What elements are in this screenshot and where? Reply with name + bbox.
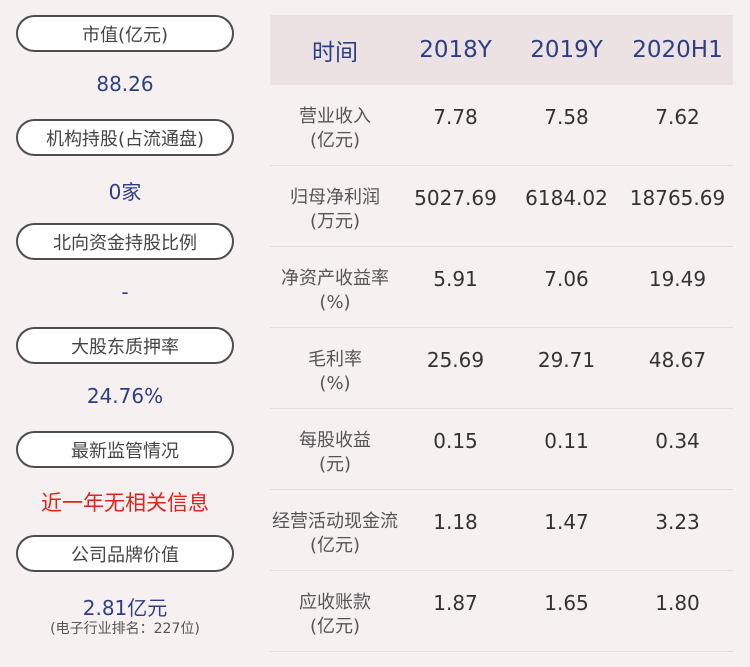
table-cell: 18765.69 bbox=[629, 186, 726, 210]
table-cell: 5.91 bbox=[433, 267, 478, 291]
row-label: 净资产收益率 (%) bbox=[281, 268, 389, 313]
metric-value-pledge-rate: 24.76% bbox=[86, 384, 164, 408]
table-cell: 3.23 bbox=[655, 510, 700, 534]
table-cell: 7.62 bbox=[655, 105, 700, 129]
table-row: 每股收益 (元) 0.15 0.11 0.34 bbox=[270, 409, 733, 490]
financial-table: 时间 2018Y 2019Y 2020H1 营业收入 (亿元) 7.78 7.58… bbox=[270, 15, 733, 652]
table-cell: 0.15 bbox=[433, 429, 478, 453]
metric-value-brand-value: 2.81亿元 bbox=[82, 596, 168, 620]
row-label: 营业收入 (亿元) bbox=[299, 106, 371, 151]
row-label: 应收账款 (亿元) bbox=[299, 592, 371, 637]
table-cell: 7.06 bbox=[544, 267, 589, 291]
header-time: 时间 bbox=[312, 40, 358, 66]
metric-value-northbound-ratio: - bbox=[121, 280, 129, 304]
table-cell: 1.18 bbox=[433, 510, 478, 534]
table-cell: 48.67 bbox=[648, 348, 707, 372]
table-cell: 1.87 bbox=[433, 591, 478, 615]
header-2018y: 2018Y bbox=[419, 37, 492, 63]
table-row: 营业收入 (亿元) 7.78 7.58 7.62 bbox=[270, 85, 733, 166]
metric-label-institutional-holdings: 机构持股(占流通盘) bbox=[16, 119, 234, 156]
table-row: 净资产收益率 (%) 5.91 7.06 19.49 bbox=[270, 247, 733, 328]
table-cell: 5027.69 bbox=[414, 186, 497, 210]
table-cell: 29.71 bbox=[537, 348, 596, 372]
metric-label-pledge-rate: 大股东质押率 bbox=[16, 327, 234, 364]
table-row: 应收账款 (亿元) 1.87 1.65 1.80 bbox=[270, 571, 733, 652]
table-cell: 7.78 bbox=[433, 105, 478, 129]
metric-label-market-cap: 市值(亿元) bbox=[16, 15, 234, 52]
header-2020h1: 2020H1 bbox=[632, 37, 723, 63]
metric-sub-brand-rank: (电子行业排名：227位) bbox=[50, 621, 200, 637]
table-row: 归母净利润 (万元) 5027.69 6184.02 18765.69 bbox=[270, 166, 733, 247]
header-2019y: 2019Y bbox=[530, 37, 603, 63]
metric-value-market-cap: 88.26 bbox=[96, 72, 154, 96]
metric-value-institutional-holdings: 0家 bbox=[108, 180, 142, 204]
row-label: 每股收益 (元) bbox=[299, 430, 371, 475]
table-cell: 1.65 bbox=[544, 591, 589, 615]
row-label: 经营活动现金流 (亿元) bbox=[272, 511, 398, 556]
table-cell: 6184.02 bbox=[525, 186, 608, 210]
table-cell: 0.34 bbox=[655, 429, 700, 453]
table-row: 经营活动现金流 (亿元) 1.18 1.47 3.23 bbox=[270, 490, 733, 571]
table-row: 毛利率 (%) 25.69 29.71 48.67 bbox=[270, 328, 733, 409]
table-cell: 1.47 bbox=[544, 510, 589, 534]
table-cell: 7.58 bbox=[544, 105, 589, 129]
metric-label-northbound-ratio: 北向资金持股比例 bbox=[16, 223, 234, 260]
table-cell: 1.80 bbox=[655, 591, 700, 615]
table-header: 时间 2018Y 2019Y 2020H1 bbox=[270, 15, 733, 85]
row-label: 归母净利润 (万元) bbox=[290, 187, 380, 232]
table-cell: 25.69 bbox=[426, 348, 485, 372]
metric-value-regulatory: 近一年无相关信息 bbox=[41, 491, 209, 515]
row-label: 毛利率 (%) bbox=[308, 349, 362, 394]
metric-label-brand-value: 公司品牌价值 bbox=[16, 535, 234, 572]
metric-label-regulatory: 最新监管情况 bbox=[16, 431, 234, 468]
table-cell: 0.11 bbox=[544, 429, 589, 453]
table-cell: 19.49 bbox=[648, 267, 707, 291]
metrics-panel: 市值(亿元) 88.26 机构持股(占流通盘) 0家 北向资金持股比例 - 大股… bbox=[0, 0, 250, 667]
